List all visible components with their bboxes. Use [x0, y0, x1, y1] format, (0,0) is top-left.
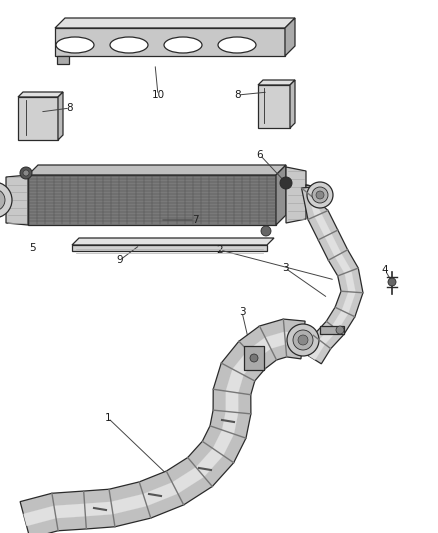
Circle shape [287, 324, 319, 356]
Text: 1: 1 [105, 413, 111, 423]
Circle shape [250, 354, 258, 362]
Text: 6: 6 [257, 150, 263, 160]
Text: 8: 8 [67, 103, 73, 113]
Polygon shape [18, 97, 58, 140]
Polygon shape [285, 18, 295, 56]
Polygon shape [306, 185, 324, 207]
Text: 9: 9 [117, 255, 124, 265]
Text: 2: 2 [217, 245, 223, 255]
Polygon shape [57, 56, 69, 64]
Text: 3: 3 [282, 263, 288, 273]
Text: 5: 5 [28, 243, 35, 253]
Polygon shape [18, 92, 63, 97]
Polygon shape [320, 326, 344, 334]
Polygon shape [72, 245, 267, 251]
Polygon shape [72, 238, 274, 245]
Text: 3: 3 [239, 307, 245, 317]
Circle shape [298, 335, 308, 345]
Polygon shape [286, 167, 306, 223]
Circle shape [23, 170, 29, 176]
Circle shape [0, 182, 12, 218]
Polygon shape [301, 186, 363, 364]
Polygon shape [6, 175, 28, 225]
Circle shape [280, 177, 292, 189]
Circle shape [312, 187, 328, 203]
Ellipse shape [110, 37, 148, 53]
Polygon shape [290, 80, 295, 128]
Polygon shape [276, 165, 286, 225]
Ellipse shape [218, 37, 256, 53]
Circle shape [316, 191, 324, 199]
Ellipse shape [164, 37, 202, 53]
Polygon shape [20, 319, 305, 533]
Text: 4: 4 [381, 265, 389, 275]
Circle shape [20, 167, 32, 179]
Polygon shape [23, 332, 304, 526]
Circle shape [293, 330, 313, 350]
Polygon shape [55, 28, 285, 56]
Circle shape [307, 182, 333, 208]
Polygon shape [58, 92, 63, 140]
Circle shape [336, 326, 344, 334]
Polygon shape [258, 85, 290, 128]
Polygon shape [244, 346, 264, 370]
Text: 8: 8 [235, 90, 241, 100]
Polygon shape [28, 165, 286, 175]
Circle shape [261, 226, 271, 236]
Circle shape [0, 189, 5, 211]
Text: 7: 7 [192, 215, 198, 225]
Text: 10: 10 [152, 90, 165, 100]
Polygon shape [55, 18, 295, 28]
Text: 6: 6 [15, 183, 21, 193]
Polygon shape [307, 192, 356, 360]
Polygon shape [258, 80, 295, 85]
Polygon shape [28, 175, 276, 225]
Ellipse shape [56, 37, 94, 53]
Circle shape [388, 278, 396, 286]
